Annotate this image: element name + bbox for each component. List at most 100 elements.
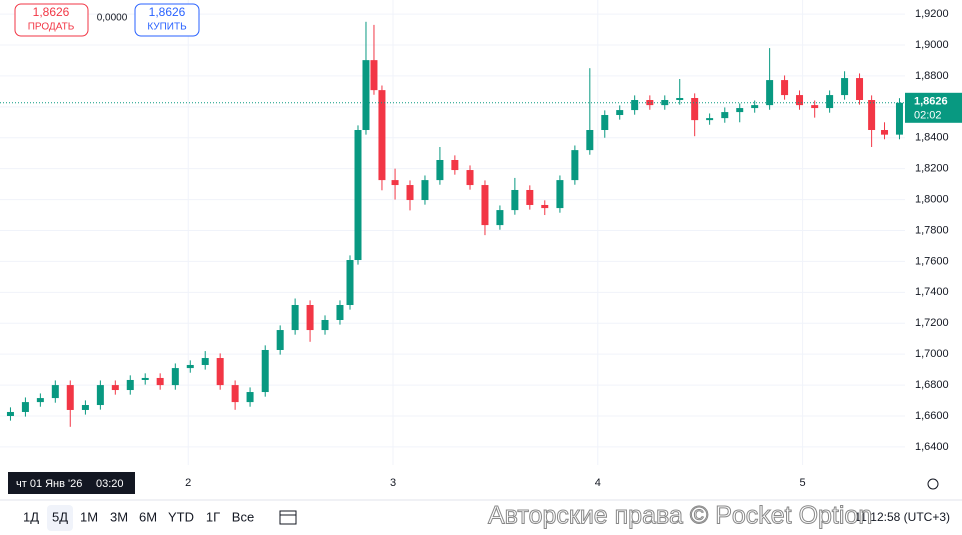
calendar-icon[interactable] — [279, 510, 297, 525]
y-tick-label: 1,7800 — [915, 224, 949, 236]
y-tick-label: 1,8400 — [915, 132, 949, 144]
candle-body — [354, 130, 362, 261]
y-tick-label: 1,8200 — [915, 163, 949, 175]
candle-body — [231, 385, 239, 403]
candle-body — [421, 180, 429, 201]
candle-body — [451, 159, 459, 171]
watermark: Авторские права © Pocket Option — [488, 502, 872, 530]
candle-body — [291, 305, 299, 331]
candle-body — [856, 78, 864, 101]
y-tick-label: 1,6800 — [915, 379, 949, 391]
y-tick-label: 1,9000 — [915, 39, 949, 51]
candle-body — [141, 377, 149, 380]
candle-body — [96, 385, 104, 406]
x-tick-label: 3 — [390, 477, 396, 489]
range-button[interactable]: 1Г — [206, 509, 220, 524]
range-button[interactable]: 1М — [80, 509, 98, 524]
crosshair-time: 03:20 — [96, 478, 124, 490]
candle-body — [676, 98, 684, 101]
price-tag — [905, 92, 962, 123]
plot — [6, 21, 903, 427]
y-tick-label: 1,6600 — [915, 410, 949, 422]
candle-body — [261, 349, 269, 393]
candle-body — [646, 100, 654, 106]
candle-body — [766, 80, 774, 106]
candle-body — [466, 170, 474, 186]
candle-body — [826, 95, 834, 109]
candle-body — [526, 189, 534, 205]
range-active-bg — [47, 505, 73, 531]
candle-body — [370, 60, 378, 91]
candle-body — [868, 100, 876, 131]
candle-body — [721, 112, 729, 119]
candle-body — [631, 100, 639, 111]
buy-label: КУПИТЬ — [147, 22, 187, 33]
sell-button[interactable] — [14, 3, 89, 37]
candle-body — [496, 210, 504, 226]
range-button[interactable]: 6М — [139, 509, 157, 524]
candle-body — [362, 60, 370, 131]
candle-body — [895, 102, 903, 135]
candle-body — [66, 385, 74, 410]
candle-body — [556, 180, 564, 209]
candle-body — [541, 204, 549, 209]
candle-body — [378, 90, 386, 181]
y-tick-label: 1,8000 — [915, 193, 949, 205]
price-tag-countdown: 02:02 — [914, 110, 942, 122]
candle-body — [336, 305, 344, 320]
candle-body — [21, 402, 29, 412]
spread: 0,0000 — [97, 13, 128, 24]
y-tick-label: 1,8800 — [915, 70, 949, 82]
x-tick-label: 5 — [800, 477, 806, 489]
candle-body — [586, 130, 594, 151]
x-tick-label: 4 — [595, 477, 601, 489]
range-button[interactable]: 1Д — [23, 509, 39, 524]
range-button[interactable]: 5Д — [52, 509, 68, 524]
candle-body — [511, 189, 519, 211]
y-tick-label: 1,7200 — [915, 317, 949, 329]
settings-icon[interactable] — [927, 478, 939, 490]
candle-body — [781, 80, 789, 96]
price-tag-value: 1,8626 — [914, 96, 948, 108]
candle-body — [811, 105, 819, 109]
candle-body — [601, 115, 609, 131]
candle-body — [126, 379, 134, 391]
candle-body — [321, 319, 329, 331]
candle-body — [661, 100, 669, 106]
candle-body — [706, 118, 714, 121]
range-button[interactable]: Все — [232, 509, 254, 524]
range-button[interactable]: 3М — [110, 509, 128, 524]
candle-body — [306, 305, 314, 331]
grid — [0, 0, 905, 465]
sell-label: ПРОДАТЬ — [28, 22, 75, 33]
y-tick-label: 1,9200 — [915, 8, 949, 20]
x-tick-label: 2 — [185, 477, 191, 489]
clock: 11:12:58 (UTC+3) — [855, 510, 951, 524]
candle-body — [36, 398, 44, 403]
candle-body — [571, 150, 579, 181]
buy-button[interactable] — [134, 3, 200, 37]
range-button[interactable]: YTD — [168, 509, 194, 524]
candle-body — [481, 185, 489, 226]
candle-body — [616, 110, 624, 116]
sell-price: 1,8626 — [33, 5, 70, 19]
candle-body — [436, 159, 444, 181]
candle-body — [216, 358, 224, 386]
candle-body — [156, 377, 164, 386]
y-tick-label: 1,7600 — [915, 255, 949, 267]
y-tick-label: 1,6400 — [915, 441, 949, 453]
candle-body — [171, 368, 179, 386]
candle-body — [6, 411, 14, 416]
candle-body — [276, 330, 284, 350]
candle-body — [691, 98, 699, 121]
candle-body — [186, 364, 194, 369]
candle-body — [796, 95, 804, 106]
crosshair-date: чт 01 Янв '26 — [16, 478, 82, 490]
candle-body — [736, 108, 744, 113]
crosshair-label-bg — [8, 472, 135, 494]
candle-body — [51, 385, 59, 399]
candle-body — [841, 78, 849, 96]
candle-body — [391, 180, 399, 186]
